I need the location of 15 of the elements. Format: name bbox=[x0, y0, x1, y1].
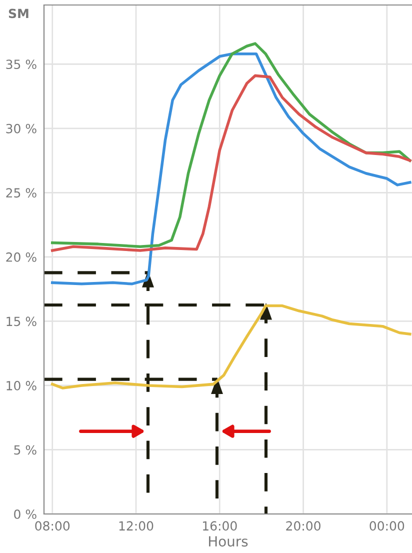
y-tick-label: 5 % bbox=[14, 445, 36, 455]
y-tick-label: 25 % bbox=[6, 188, 36, 198]
x-axis-title: Hours bbox=[209, 536, 248, 547]
y-tick-label: 10 % bbox=[6, 380, 36, 390]
y-tick-label: 0 % bbox=[14, 509, 36, 519]
x-tick-label: 12:00 bbox=[119, 521, 154, 531]
y-tick-label: 20 % bbox=[6, 252, 36, 262]
x-tick-label: 20:00 bbox=[286, 521, 320, 531]
x-tick-label: 08:00 bbox=[35, 521, 70, 531]
x-tick-label: 00:00 bbox=[370, 521, 404, 531]
x-tick-label: 16:00 bbox=[203, 521, 237, 531]
y-tick-label: 35 % bbox=[6, 60, 36, 70]
y-tick-label: 15 % bbox=[6, 316, 36, 326]
y-tick-label: 30 % bbox=[6, 124, 36, 134]
y-axis-title: SM bbox=[8, 8, 28, 18]
